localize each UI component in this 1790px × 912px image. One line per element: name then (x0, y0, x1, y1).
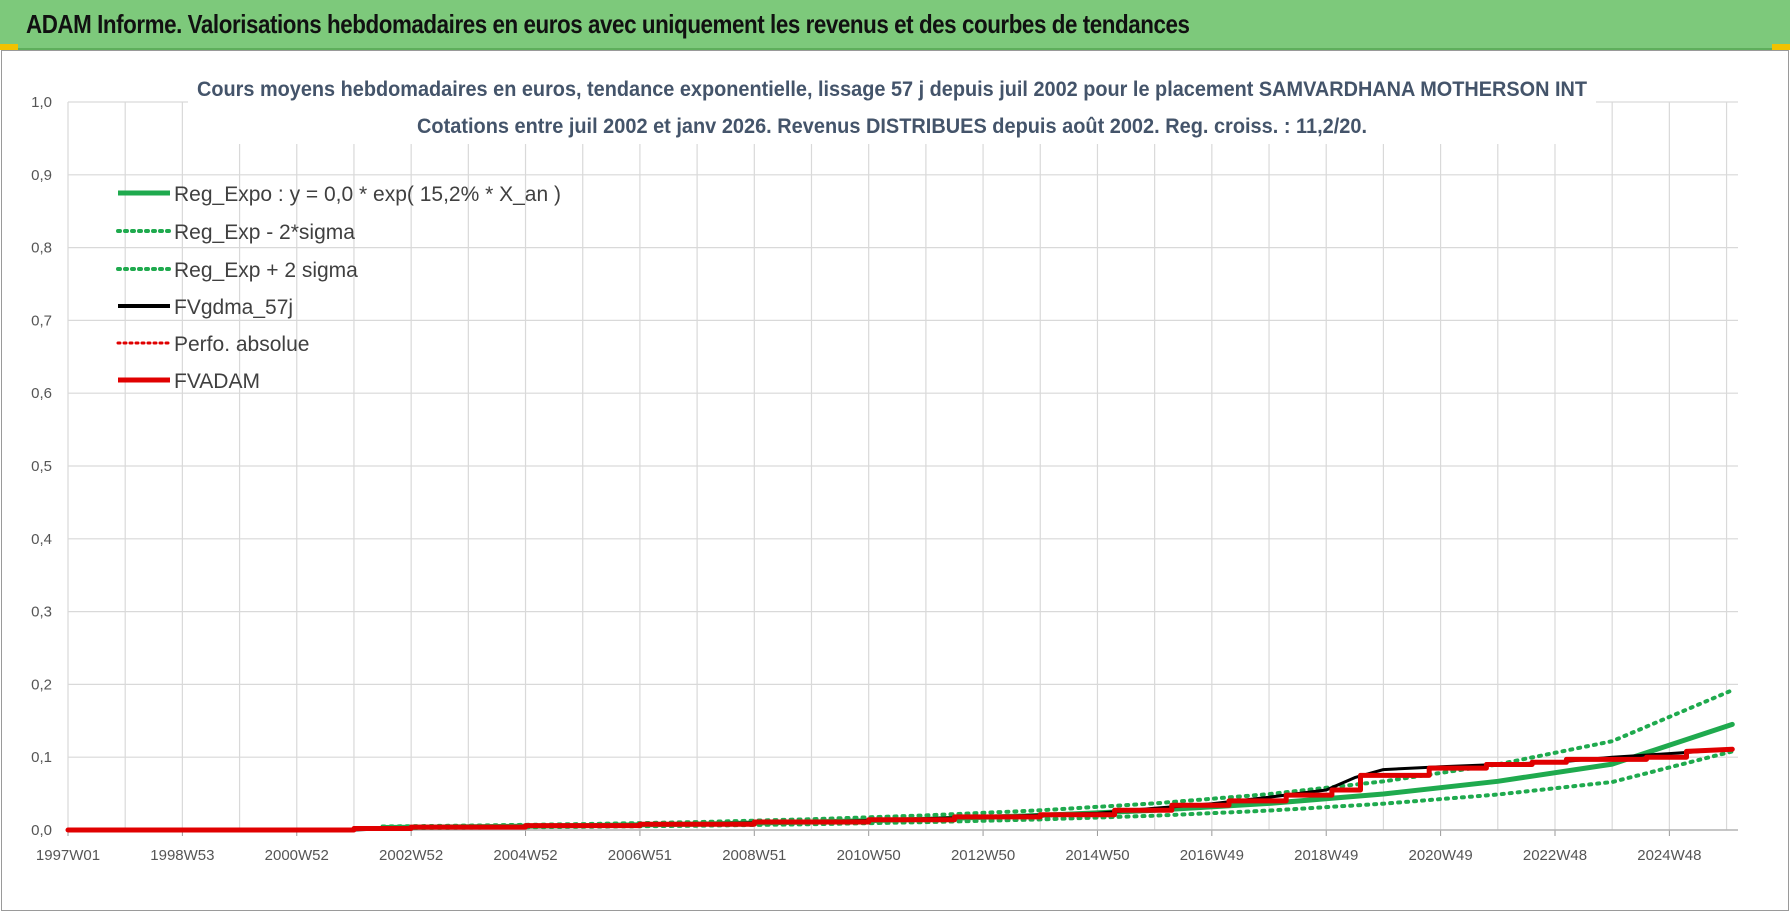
report-banner: ADAM Informe. Valorisations hebdomadaire… (0, 0, 1790, 50)
x-tick-label: 2020W49 (1408, 847, 1472, 864)
series-reg-exp-2-sigma (380, 688, 1735, 829)
x-tick-label: 2000W52 (265, 847, 329, 864)
x-tick-label: 1997W01 (36, 847, 100, 864)
y-tick-label: 0,5 (31, 458, 52, 475)
y-tick-label: 0,2 (31, 676, 52, 693)
x-tick-label: 2014W50 (1065, 847, 1129, 864)
legend-label-fvadam: FVADAM (174, 370, 260, 393)
legend-label-reg-minus: Reg_Exp - 2*sigma (174, 221, 355, 244)
y-tick-label: 0,9 (31, 167, 52, 184)
legend: Reg_Expo : y = 0,0 * exp( 15,2% * X_an )… (116, 183, 561, 393)
x-tick-label: 2004W52 (493, 847, 557, 864)
legend-label-fvgdma: FVgdma_57j (174, 296, 293, 319)
y-tick-label: 0,0 (31, 822, 52, 839)
legend-label-reg-plus: Reg_Exp + 2 sigma (174, 259, 358, 282)
x-tick-label: 2006W51 (608, 847, 672, 864)
y-tick-label: 0,6 (31, 385, 52, 402)
report-title: ADAM Informe. Valorisations hebdomadaire… (26, 9, 1190, 39)
series-reg-expo (380, 721, 1735, 830)
y-tick-label: 0,4 (31, 531, 52, 548)
y-tick-label: 0,8 (31, 240, 52, 257)
y-tick-label: 0,7 (31, 312, 52, 329)
title-background (188, 72, 1596, 144)
grid-lines (67, 101, 1738, 831)
x-tick-label: 2018W49 (1294, 847, 1358, 864)
corner-mark-left (0, 44, 18, 50)
x-tick-label: 2012W50 (951, 847, 1015, 864)
chart-title-line1: Cours moyens hebdomadaires en euros, ten… (197, 78, 1587, 101)
x-axis: 1997W01 1998W53 2000W52 2002W52 2004W52 2006W… (36, 829, 1738, 864)
x-tick-label: 1998W53 (150, 847, 214, 864)
corner-mark-right (1772, 44, 1790, 50)
x-tick-label: 2016W49 (1180, 847, 1244, 864)
y-axis: 0,0 0,1 0,2 0,3 0,4 0,5 0,6 0,7 0,8 0,9 1,0 (31, 94, 52, 839)
y-tick-label: 0,3 (31, 604, 52, 621)
legend-label-reg-expo: Reg_Expo : y = 0,0 * exp( 15,2% * X_an ) (174, 183, 561, 206)
series-fvadam (65, 746, 1735, 833)
x-tick-label: 2002W52 (379, 847, 443, 864)
x-tick-label: 2008W51 (722, 847, 786, 864)
series-layer (65, 688, 1735, 833)
x-tick-label: 2024W48 (1637, 847, 1701, 864)
y-tick-label: 0,1 (31, 749, 52, 766)
x-tick-label: 2022W48 (1523, 847, 1587, 864)
x-tick-label: 2010W50 (837, 847, 901, 864)
chart-frame (1, 50, 1789, 911)
y-tick-label: 1,0 (31, 94, 52, 111)
chart-title-line2: Cotations entre juil 2002 et janv 2026. … (417, 115, 1367, 138)
legend-label-perfo: Perfo. absolue (174, 333, 309, 356)
